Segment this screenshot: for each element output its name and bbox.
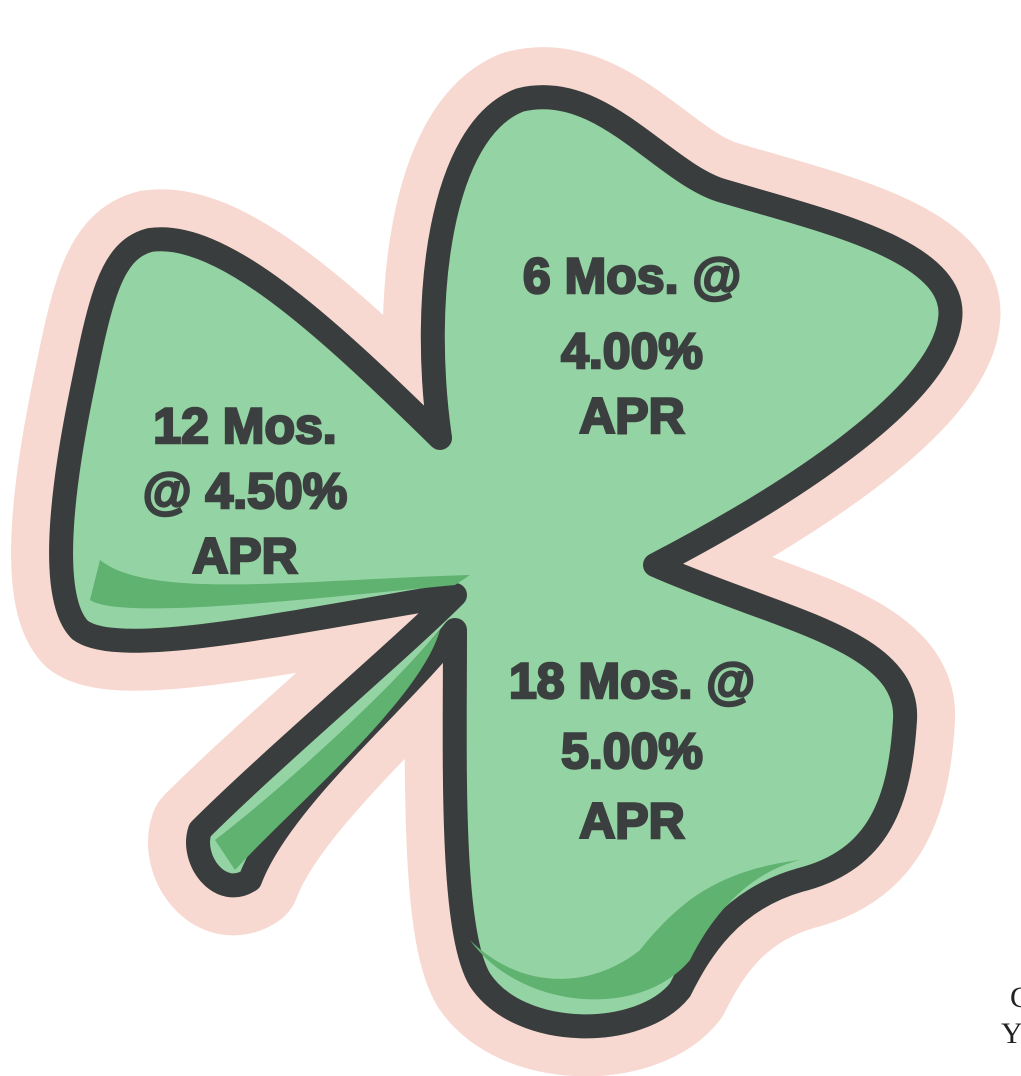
leaf-text: 5.00% [561, 723, 703, 779]
leaf-text: 12 Mos. [153, 398, 336, 454]
leaf-text: APR [579, 388, 685, 444]
edge-text: C [1010, 981, 1021, 1014]
leaf-text: 6 Mos. @ [523, 248, 741, 304]
leaf-text: APR [579, 793, 685, 849]
leaf-text: 18 Mos. @ [509, 653, 755, 709]
flyer: 6 Mos. @ 4.00% APR 12 Mos. @ 4.50% APR 1… [0, 0, 1021, 1076]
page: 6 Mos. @ 4.00% APR 12 Mos. @ 4.50% APR 1… [0, 0, 1021, 1076]
leaf-text: 4.00% [561, 323, 703, 379]
leaf-text: @ 4.50% [143, 463, 347, 519]
edge-text: Y [1001, 1017, 1021, 1050]
leaf-text: APR [192, 528, 298, 584]
